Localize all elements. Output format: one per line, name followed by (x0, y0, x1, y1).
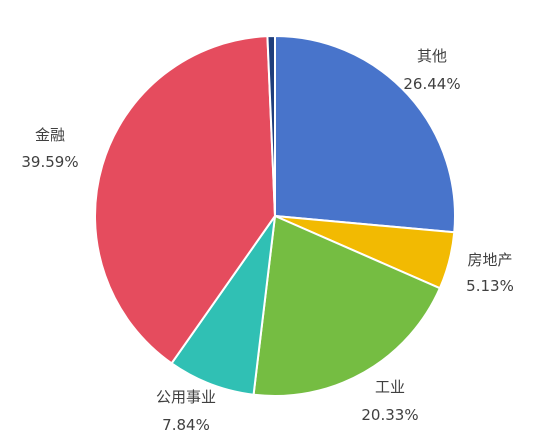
slice-label-value: 39.59% (21, 153, 78, 171)
pie-slice-minor (266, 34, 276, 217)
pie-slice-4 (94, 35, 277, 365)
slice-label-name: 金融 (35, 126, 65, 144)
slice-label-name: 房地产 (467, 251, 512, 269)
slice-label-value: 7.84% (162, 416, 210, 434)
slice-label-value: 5.13% (466, 277, 514, 295)
slice-label-name: 工业 (375, 378, 405, 396)
slice-label-name: 其他 (417, 47, 447, 65)
pie-slice-0 (274, 34, 456, 234)
slice-label-value: 26.44% (403, 75, 460, 93)
slice-label-value: 20.33% (361, 406, 418, 424)
slice-label-name: 公用事业 (156, 388, 216, 406)
pie-slice-2 (252, 214, 442, 398)
